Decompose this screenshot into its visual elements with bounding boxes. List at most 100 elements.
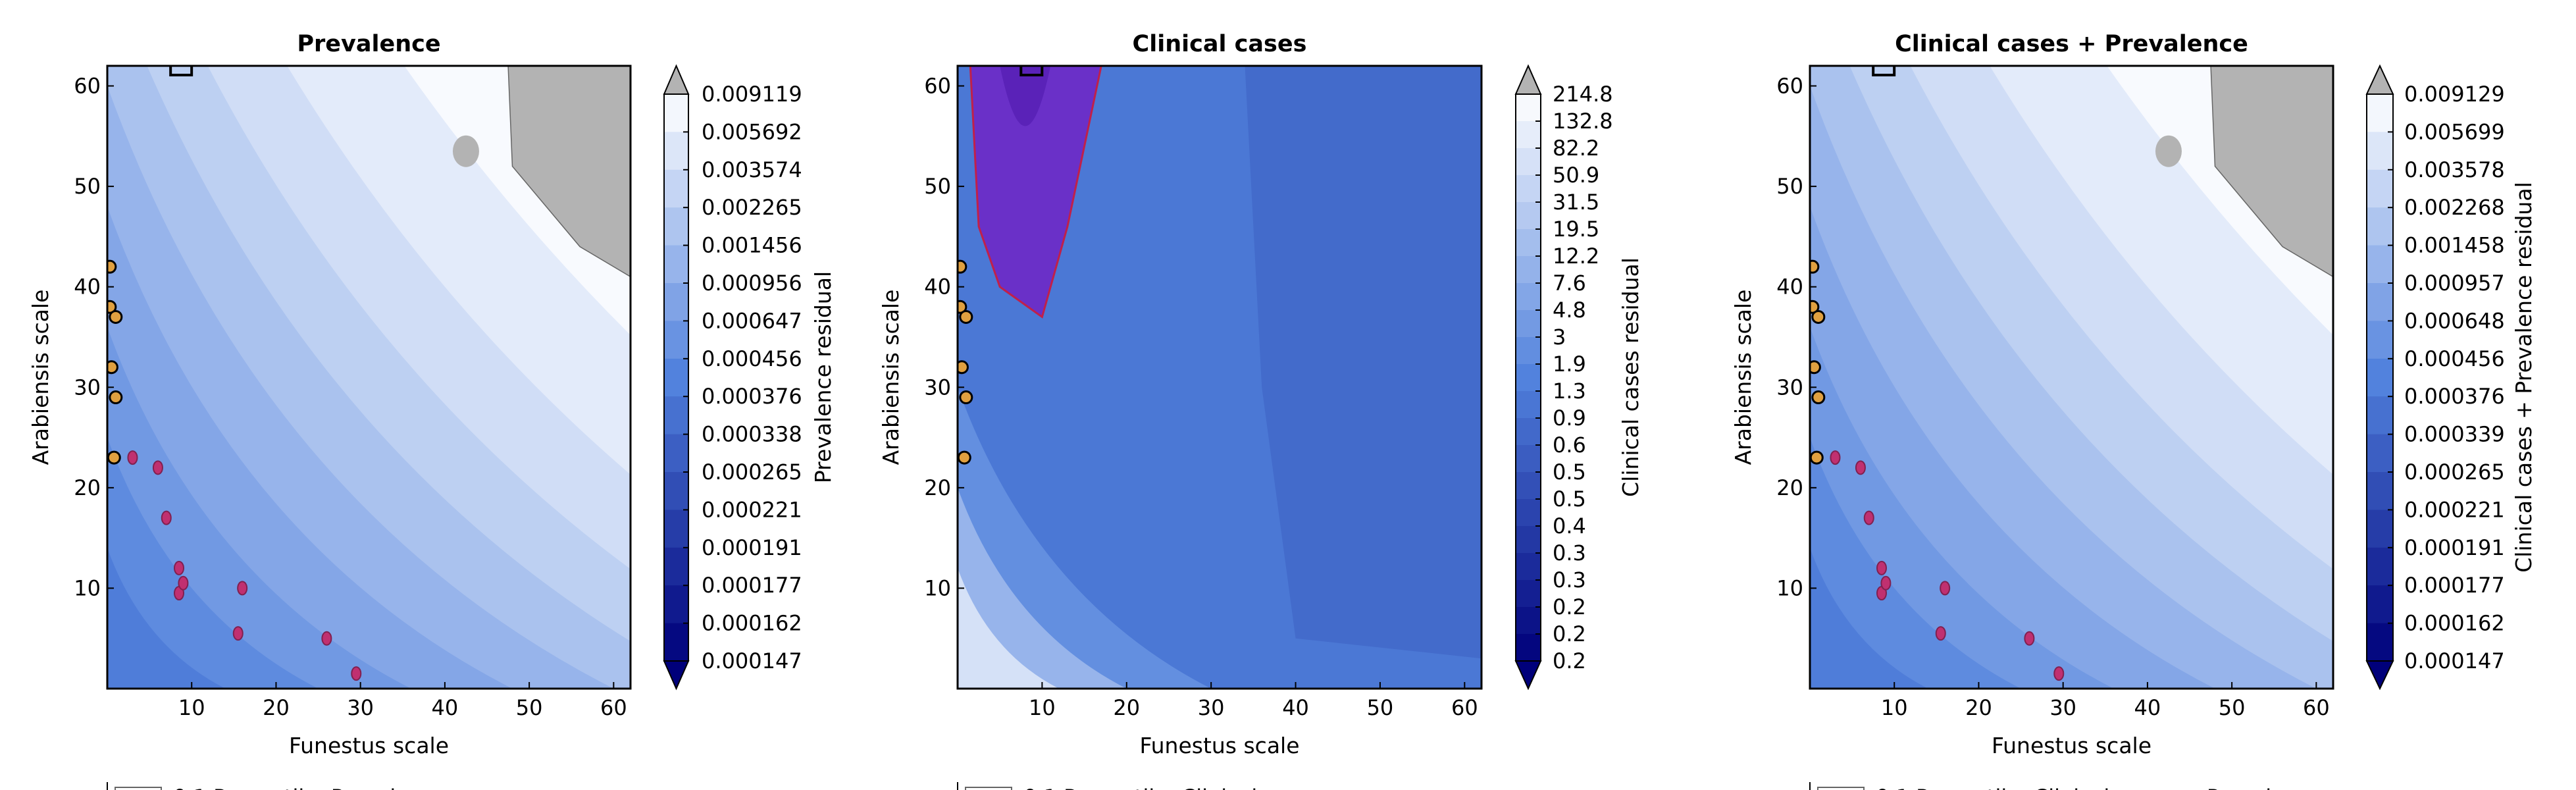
colorbar-tick-label: 0.000376 — [2404, 384, 2505, 409]
highlight-spot — [161, 510, 172, 525]
y-tick-label: 40 — [74, 275, 101, 300]
y-axis-label: Arabiensis scale — [1730, 290, 1756, 465]
colorbar-tick-label: 0.000191 — [2404, 535, 2505, 560]
x-tick-label: 10 — [178, 695, 205, 720]
colorbar-tick-label: 0.002265 — [702, 195, 802, 220]
legend-label: 0.1 Percentile: Clinical cases + Prevale… — [1876, 785, 2322, 790]
colorbar-band — [1516, 94, 1541, 122]
marker — [107, 450, 121, 465]
marker — [1872, 66, 1896, 76]
chart-title: Prevalence — [297, 31, 440, 57]
contour-band — [958, 567, 1060, 689]
highlight-spot — [1876, 560, 1887, 575]
colorbar-band — [1516, 121, 1541, 149]
y-tick-label: 30 — [74, 375, 101, 400]
contour-field — [1810, 66, 2333, 689]
marker — [1811, 390, 1826, 405]
marker — [109, 309, 123, 324]
colorbar-band — [2367, 283, 2393, 321]
axes-frame — [956, 65, 1483, 690]
x-tick-label: 10 — [1029, 695, 1056, 720]
colorbar-tick-label: 0.000221 — [702, 497, 802, 522]
colorbar-tick-label: 1.9 — [1553, 352, 1586, 377]
highlight-spot — [321, 631, 332, 646]
colorbar-band — [664, 94, 688, 132]
y-tick-label: 20 — [924, 475, 951, 500]
marker — [1811, 309, 1826, 324]
y-tick-label: 50 — [74, 174, 101, 199]
highlight-spot — [178, 575, 189, 591]
contour-band — [107, 548, 226, 689]
legend-label: 0.1 Percentile: Prevalence — [173, 785, 446, 790]
chart-title: Clinical cases — [1133, 31, 1307, 57]
highlight-region — [969, 66, 1102, 319]
highlight-spot — [173, 560, 184, 575]
colorbar-frame — [2366, 93, 2394, 662]
highlight-spot — [152, 460, 163, 475]
highlight-spot — [1880, 575, 1892, 591]
x-tick-label: 30 — [1198, 695, 1225, 720]
colorbar-tick-label: 0.000456 — [702, 346, 802, 371]
contour-band — [1810, 437, 2021, 689]
legend-swatch — [1817, 787, 1865, 790]
y-tick-label: 50 — [924, 174, 951, 199]
contour-band — [958, 487, 1127, 689]
x-tick-label: 60 — [2303, 695, 2330, 720]
colorbar-frame — [663, 93, 689, 662]
colorbar-band — [2367, 472, 2393, 510]
colorbar-tick-label: 0.000177 — [2404, 573, 2505, 598]
highlight-spot — [2024, 631, 2035, 646]
colorbar-tick-label: 0.4 — [1553, 514, 1586, 539]
colorbar-tick-label: 0.000647 — [702, 308, 802, 333]
colorbar-tick-label: 50.9 — [1553, 163, 1599, 188]
masked-region — [507, 66, 631, 278]
highlight-spot — [2053, 666, 2065, 681]
marker — [958, 450, 971, 465]
colorbar-band — [2367, 510, 2393, 548]
colorbar-tick-label: 0.000956 — [702, 271, 802, 296]
y-tick-label: 60 — [924, 74, 951, 99]
legend-label: 0.1 Percentile: Clinical — [1023, 785, 1257, 790]
colorbar-band — [2367, 94, 2393, 132]
colorbar-band — [664, 207, 688, 246]
legend-swatch — [965, 787, 1012, 790]
x-tick-label: 30 — [347, 695, 374, 720]
colorbar-band — [1516, 202, 1541, 230]
colorbar-band — [664, 472, 688, 510]
colorbar-tick-label: 132.8 — [1553, 109, 1613, 134]
y-tick-label: 30 — [1776, 375, 1803, 400]
x-tick-label: 60 — [600, 695, 627, 720]
colorbar-tick-label: 0.000265 — [702, 460, 802, 485]
marker — [107, 300, 117, 314]
y-tick-label: 10 — [74, 575, 101, 600]
colorbar-band — [664, 169, 688, 208]
colorbar-tick-label: 0.000265 — [2404, 460, 2505, 485]
masked-region — [2155, 135, 2182, 167]
colorbar-tick-label: 0.5 — [1553, 487, 1586, 512]
highlight-spot — [1935, 626, 1946, 641]
colorbar-band — [1516, 526, 1541, 554]
masked-region — [2210, 66, 2333, 278]
marker — [959, 390, 973, 405]
colorbar-band — [1516, 607, 1541, 635]
colorbar-band — [664, 585, 688, 624]
highlight-spot — [351, 666, 362, 681]
y-tick-label: 60 — [74, 74, 101, 99]
x-tick-label: 40 — [2134, 695, 2161, 720]
x-tick-label: 40 — [1282, 695, 1309, 720]
colorbar-tick-label: 0.3 — [1553, 567, 1586, 592]
y-tick-label: 10 — [1776, 575, 1803, 600]
colorbar-tick-label: 0.5 — [1553, 460, 1586, 485]
y-tick-label: 50 — [1776, 174, 1803, 199]
contour-band — [107, 437, 319, 689]
colorbar-extend-under — [1514, 660, 1542, 691]
colorbar-band — [1516, 580, 1541, 608]
colorbar-tick-label: 0.000339 — [2404, 422, 2505, 447]
colorbar-tick-label: 31.5 — [1553, 190, 1599, 215]
y-tick-label: 30 — [924, 375, 951, 400]
colorbar-band — [1516, 391, 1541, 419]
colorbar-band — [1516, 634, 1541, 662]
colorbar-tick-label: 0.2 — [1553, 594, 1586, 619]
colorbar-extend-under — [2365, 660, 2394, 691]
